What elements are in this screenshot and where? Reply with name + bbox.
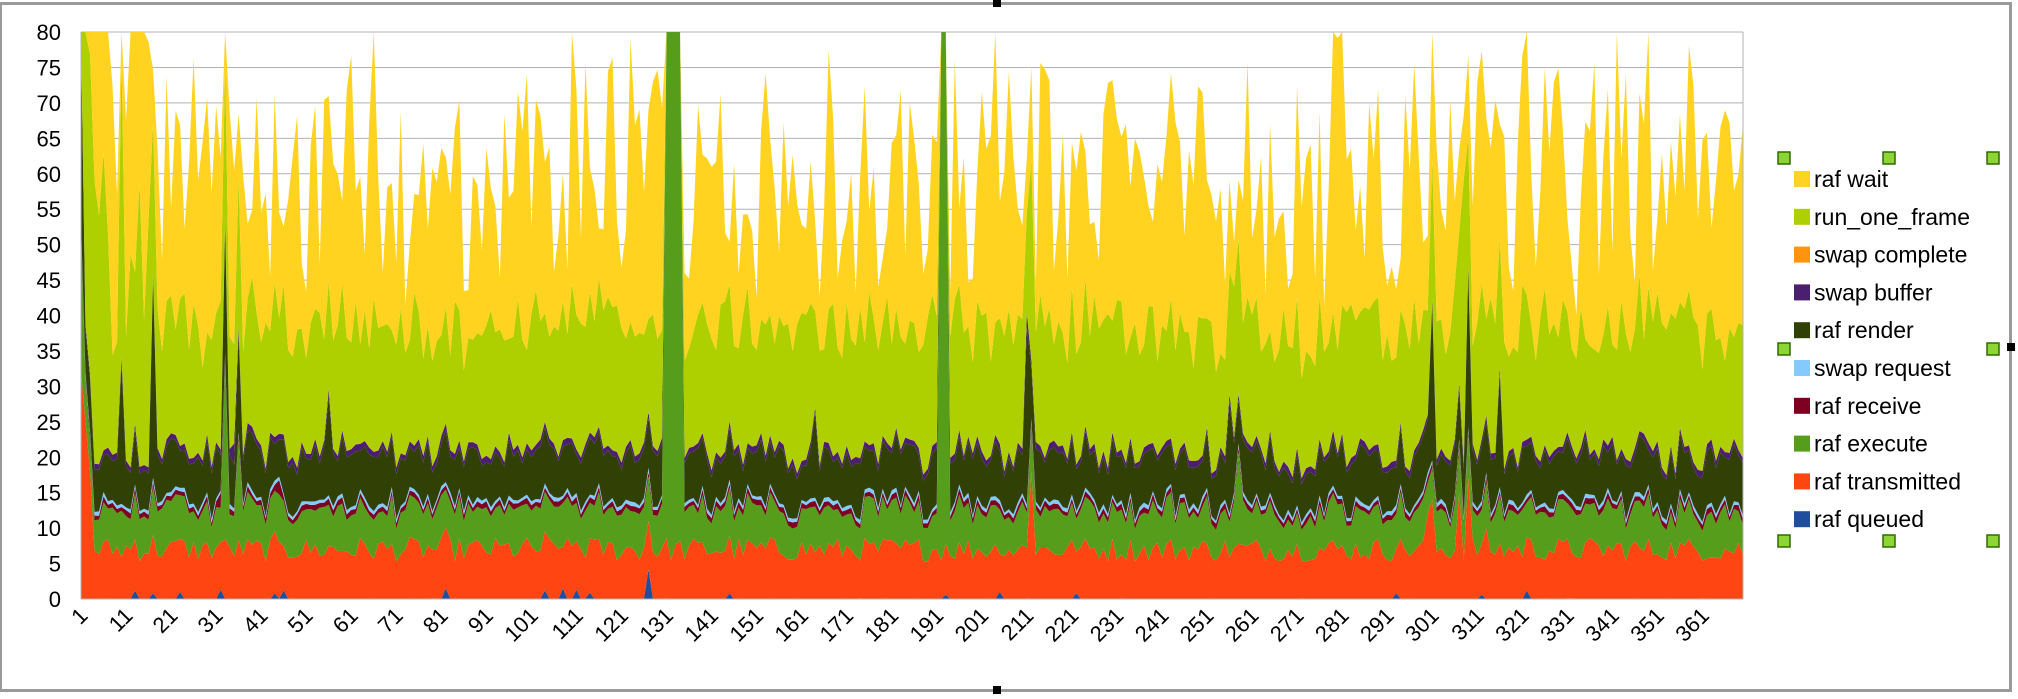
series-area-raf-wait	[81, 32, 1743, 379]
x-tick-label: 1	[66, 603, 92, 629]
y-tick-label: 15	[37, 481, 61, 506]
y-tick-label: 0	[49, 587, 61, 612]
x-tick-label: 181	[860, 603, 904, 647]
legend-selection-handle	[1777, 534, 1791, 548]
y-tick-label: 10	[37, 516, 61, 541]
y-tick-label: 20	[37, 445, 61, 470]
legend-swatch-raf-receive	[1794, 397, 1810, 414]
x-tick-label: 211	[996, 603, 1038, 645]
y-tick-label: 40	[37, 304, 61, 329]
legend-selection-handle	[1986, 151, 2000, 165]
x-tick-label: 31	[193, 603, 228, 638]
y-tick-label: 25	[37, 410, 61, 435]
frame-handle	[993, 686, 1001, 694]
legend-selection-handle	[1986, 534, 2000, 548]
y-tick-label: 50	[37, 233, 61, 258]
x-tick-label: 191	[905, 603, 949, 647]
x-tick-label: 141	[679, 603, 723, 647]
legend-swatch-swap-request	[1794, 360, 1810, 376]
x-tick-label: 171	[815, 603, 859, 647]
legend-swatch-swap-buffer	[1794, 284, 1810, 301]
legend-label-raf-queued: raf queued	[1814, 506, 1924, 532]
x-tick-label: 41	[238, 603, 273, 638]
y-tick-label: 75	[37, 55, 61, 80]
legend-label-run-one-frame: run_one_frame	[1814, 204, 1970, 230]
x-tick-label: 101	[499, 603, 543, 647]
x-tick-label: 91	[463, 603, 498, 638]
legend-swatch-raf-queued	[1794, 511, 1810, 528]
y-tick-label: 55	[37, 197, 61, 222]
x-tick-label: 321	[1490, 603, 1534, 647]
x-tick-label: 311	[1446, 603, 1488, 645]
x-tick-label: 351	[1625, 603, 1669, 647]
x-tick-label: 161	[770, 603, 814, 647]
x-tick-label: 301	[1400, 603, 1444, 647]
y-tick-label: 60	[37, 162, 61, 187]
x-tick-label: 291	[1355, 603, 1399, 647]
y-tick-label: 45	[37, 268, 61, 293]
series-area-raf-execute	[81, 32, 1743, 562]
series-area-run-one-frame	[81, 32, 1743, 478]
x-tick-labels: 1 11 21 31 41 51 61 71 81 91 101 111 121 131 141 151 161…	[66, 603, 1714, 647]
x-tick-label: 271	[1265, 603, 1309, 647]
x-tick-label: 261	[1220, 603, 1264, 647]
x-tick-label: 241	[1130, 603, 1174, 647]
frame-handle	[2007, 343, 2015, 351]
y-tick-label: 80	[37, 20, 61, 45]
x-tick-label: 21	[148, 603, 183, 638]
legend-label-raf-receive: raf receive	[1814, 393, 1921, 419]
y-tick-label: 70	[37, 91, 61, 116]
x-tick-label: 111	[547, 603, 588, 644]
legend-label-raf-wait: raf wait	[1814, 166, 1889, 192]
legend-selection-handle	[1882, 534, 1896, 548]
x-tick-label: 11	[104, 603, 138, 637]
frame-handle	[993, 0, 1001, 7]
x-tick-label: 131	[634, 603, 678, 647]
legend-label-swap-request: swap request	[1814, 355, 1951, 381]
legend-swatch-swap-complete	[1794, 246, 1810, 263]
legend-selection-handle	[1986, 342, 2000, 356]
legend-label-swap-complete: swap complete	[1814, 242, 1967, 268]
legend-label-raf-execute: raf execute	[1814, 431, 1928, 457]
legend-selection-handle	[1777, 342, 1791, 356]
x-tick-label: 341	[1580, 603, 1624, 647]
x-tick-label: 121	[589, 603, 633, 647]
legend-selection-handle	[1777, 151, 1791, 165]
series-area-raf-render	[81, 32, 1743, 523]
x-tick-label: 281	[1310, 603, 1354, 647]
series-areas	[81, 32, 1743, 599]
legend-label-raf-render: raf render	[1814, 317, 1914, 343]
y-tick-label: 35	[37, 339, 61, 364]
x-tick-label: 71	[373, 603, 408, 638]
x-tick-label: 331	[1535, 603, 1579, 647]
legend-swatch-raf-execute	[1794, 435, 1810, 452]
x-tick-label: 151	[725, 603, 769, 647]
y-tick-label: 65	[37, 126, 61, 151]
x-tick-label: 231	[1085, 603, 1129, 647]
legend-selection-handle	[1882, 151, 1896, 165]
y-tick-label: 30	[37, 374, 61, 399]
legend-swatch-raf-render	[1794, 322, 1810, 339]
x-tick-label: 361	[1670, 603, 1714, 647]
x-tick-label: 251	[1175, 603, 1219, 647]
series-area-raf-transmitted	[81, 372, 1743, 599]
legend-swatch-raf-transmitted	[1794, 473, 1810, 490]
x-tick-label: 51	[283, 603, 318, 638]
y-tick-label: 5	[49, 552, 61, 577]
legend-label-raf-transmitted: raf transmitted	[1814, 468, 1961, 494]
x-tick-label: 81	[418, 603, 453, 638]
x-tick-label: 61	[328, 603, 363, 638]
legend-swatch-run-one-frame	[1794, 208, 1810, 225]
legend-swatch-raf-wait	[1794, 171, 1810, 187]
x-tick-label: 201	[950, 603, 994, 647]
legend-label-swap-buffer: swap buffer	[1814, 279, 1933, 305]
x-tick-label: 221	[1040, 603, 1084, 647]
